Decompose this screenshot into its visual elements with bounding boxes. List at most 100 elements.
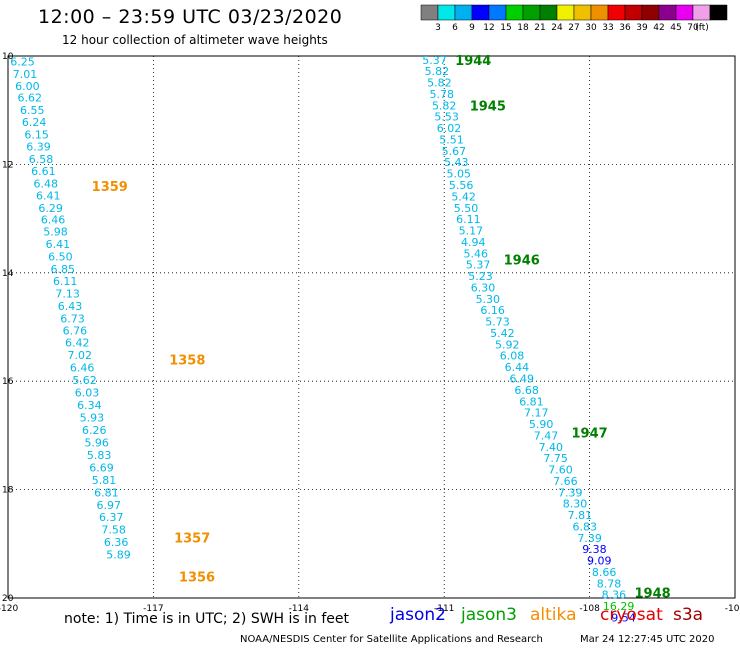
swh-value: 6.00 [15, 80, 40, 93]
swh-value: 5.92 [495, 338, 520, 351]
swh-value: 5.17 [459, 225, 484, 238]
colorbar-label: 6 [452, 23, 458, 33]
colorbar-swatch [522, 4, 541, 21]
colorbar-label: 30 [585, 23, 597, 33]
swh-value: 6.76 [63, 324, 88, 337]
swh-value: 6.81 [94, 486, 119, 499]
x-tick-label: -120 [0, 604, 18, 614]
colorbar-label: 15 [500, 23, 511, 33]
swh-value: 7.47 [534, 429, 559, 442]
page-subtitle: 12 hour collection of altimeter wave hei… [62, 33, 328, 47]
swh-value: 7.13 [55, 287, 80, 300]
colorbar-label: 70 [687, 23, 699, 33]
pass-number: 1946 [504, 253, 540, 268]
swh-value: 6.62 [18, 92, 43, 105]
swh-value: 5.82 [425, 65, 450, 78]
swh-value: 6.97 [97, 499, 122, 512]
swh-value: 5.93 [80, 412, 105, 425]
swh-value: 7.39 [577, 532, 602, 545]
swh-value: 6.49 [509, 372, 534, 385]
swh-value: 6.81 [519, 395, 544, 408]
colorbar-swatch [658, 4, 677, 21]
swh-value: 4.94 [461, 236, 486, 249]
pass-labels: 1359 1358 1357 1356 1944 1945 1946 1947 1948 [92, 54, 671, 602]
colorbar-label: 39 [636, 23, 648, 33]
colorbar-swatch [488, 4, 507, 21]
colorbar-swatch [573, 4, 592, 21]
swh-value: 6.46 [41, 214, 66, 227]
y-tick-label: 20 [2, 594, 14, 604]
satellite-name: jason3 [461, 605, 517, 625]
swh-value: 6.02 [437, 122, 462, 135]
swh-value: 5.53 [434, 111, 459, 124]
swh-value: 5.67 [442, 145, 467, 158]
swh-value: 5.46 [463, 247, 488, 260]
swh-value: 9.54 [611, 612, 636, 625]
swh-value: 5.56 [449, 179, 474, 192]
swh-value: 6.03 [75, 387, 100, 400]
colorbar-swatch [420, 4, 439, 21]
swh-value: 6.46 [70, 362, 95, 375]
swh-value: 5.37 [466, 259, 491, 272]
pass-number: 1358 [169, 354, 205, 369]
swh-value: 6.50 [48, 251, 73, 264]
footer-timestamp: Mar 24 12:27:45 UTC 2020 [580, 634, 715, 645]
swh-value: 6.16 [480, 304, 505, 317]
satellite-name: cryosat [600, 605, 663, 625]
axis-ticks: -120 -117 -114 -111 -108 -105 10 12 14 16 18 20 [0, 52, 740, 614]
colorbar-label: 24 [551, 23, 563, 33]
swh-value: 6.30 [471, 281, 496, 294]
colorbar-label: 33 [602, 23, 613, 33]
swh-value: 5.82 [427, 77, 452, 90]
colorbar-swatch [590, 4, 609, 21]
swh-value: 5.78 [430, 88, 455, 101]
colorbar-swatch [709, 4, 728, 21]
colorbar-swatch [641, 4, 660, 21]
pass-number: 1356 [179, 570, 215, 585]
swh-value: 7.58 [101, 524, 126, 537]
swh-value: 8.30 [563, 498, 588, 511]
pass-number: 1947 [572, 427, 608, 442]
colorbar-label: 21 [534, 23, 545, 33]
swh-value: 7.40 [539, 441, 564, 454]
colorbar-legend: 3 6 9 12 15 18 21 24 27 30 33 36 39 42 45 70(ft) [420, 4, 728, 33]
colorbar-swatch [624, 4, 643, 21]
swh-value: 5.50 [454, 202, 479, 215]
pass-number: 1944 [455, 54, 491, 69]
pass-number: 1945 [470, 99, 506, 114]
swh-value: 6.24 [22, 116, 47, 129]
swh-value: 5.83 [87, 449, 112, 462]
swh-value: 6.58 [29, 153, 54, 166]
swh-value: 6.29 [38, 202, 63, 215]
swh-value: 8.36 [602, 589, 627, 602]
y-tick-label: 14 [2, 269, 14, 279]
swh-value: 6.36 [104, 536, 129, 549]
colorbar-label: (ft) [695, 23, 709, 33]
swh-value: 5.82 [432, 99, 457, 112]
y-tick-label: 18 [2, 486, 14, 496]
page-title: 12:00 – 23:59 UTC 03/23/2020 [38, 6, 343, 28]
satellite-name: altika [530, 605, 577, 625]
swh-value: 6.26 [82, 424, 107, 437]
swh-value: 5.90 [529, 418, 554, 431]
colorbar-swatch [539, 4, 558, 21]
swh-value: 6.83 [573, 520, 598, 533]
swh-value: 5.42 [451, 190, 476, 203]
swh-value: 5.62 [72, 374, 97, 387]
swh-value: 5.89 [106, 549, 131, 562]
satellite-name: s3a [673, 605, 704, 625]
satellite-tracks: 6.257.016.006.626.556.246.156.396.586.61… [10, 54, 635, 625]
swh-value: 5.43 [444, 156, 469, 169]
swh-value: 7.01 [13, 68, 38, 81]
swh-value: 6.25 [10, 55, 35, 68]
swh-value: 5.98 [43, 226, 68, 239]
swh-value: 6.41 [46, 238, 71, 251]
notes-text: note: 1) Time is in UTC; 2) SWH is in fe… [64, 611, 350, 627]
swh-value: 6.11 [53, 275, 78, 288]
swh-value: 7.66 [553, 475, 578, 488]
swh-value: 5.51 [439, 133, 464, 146]
swh-value: 6.43 [58, 300, 83, 313]
swh-value: 16.29 [603, 600, 635, 613]
x-tick-label: -114 [289, 604, 310, 614]
